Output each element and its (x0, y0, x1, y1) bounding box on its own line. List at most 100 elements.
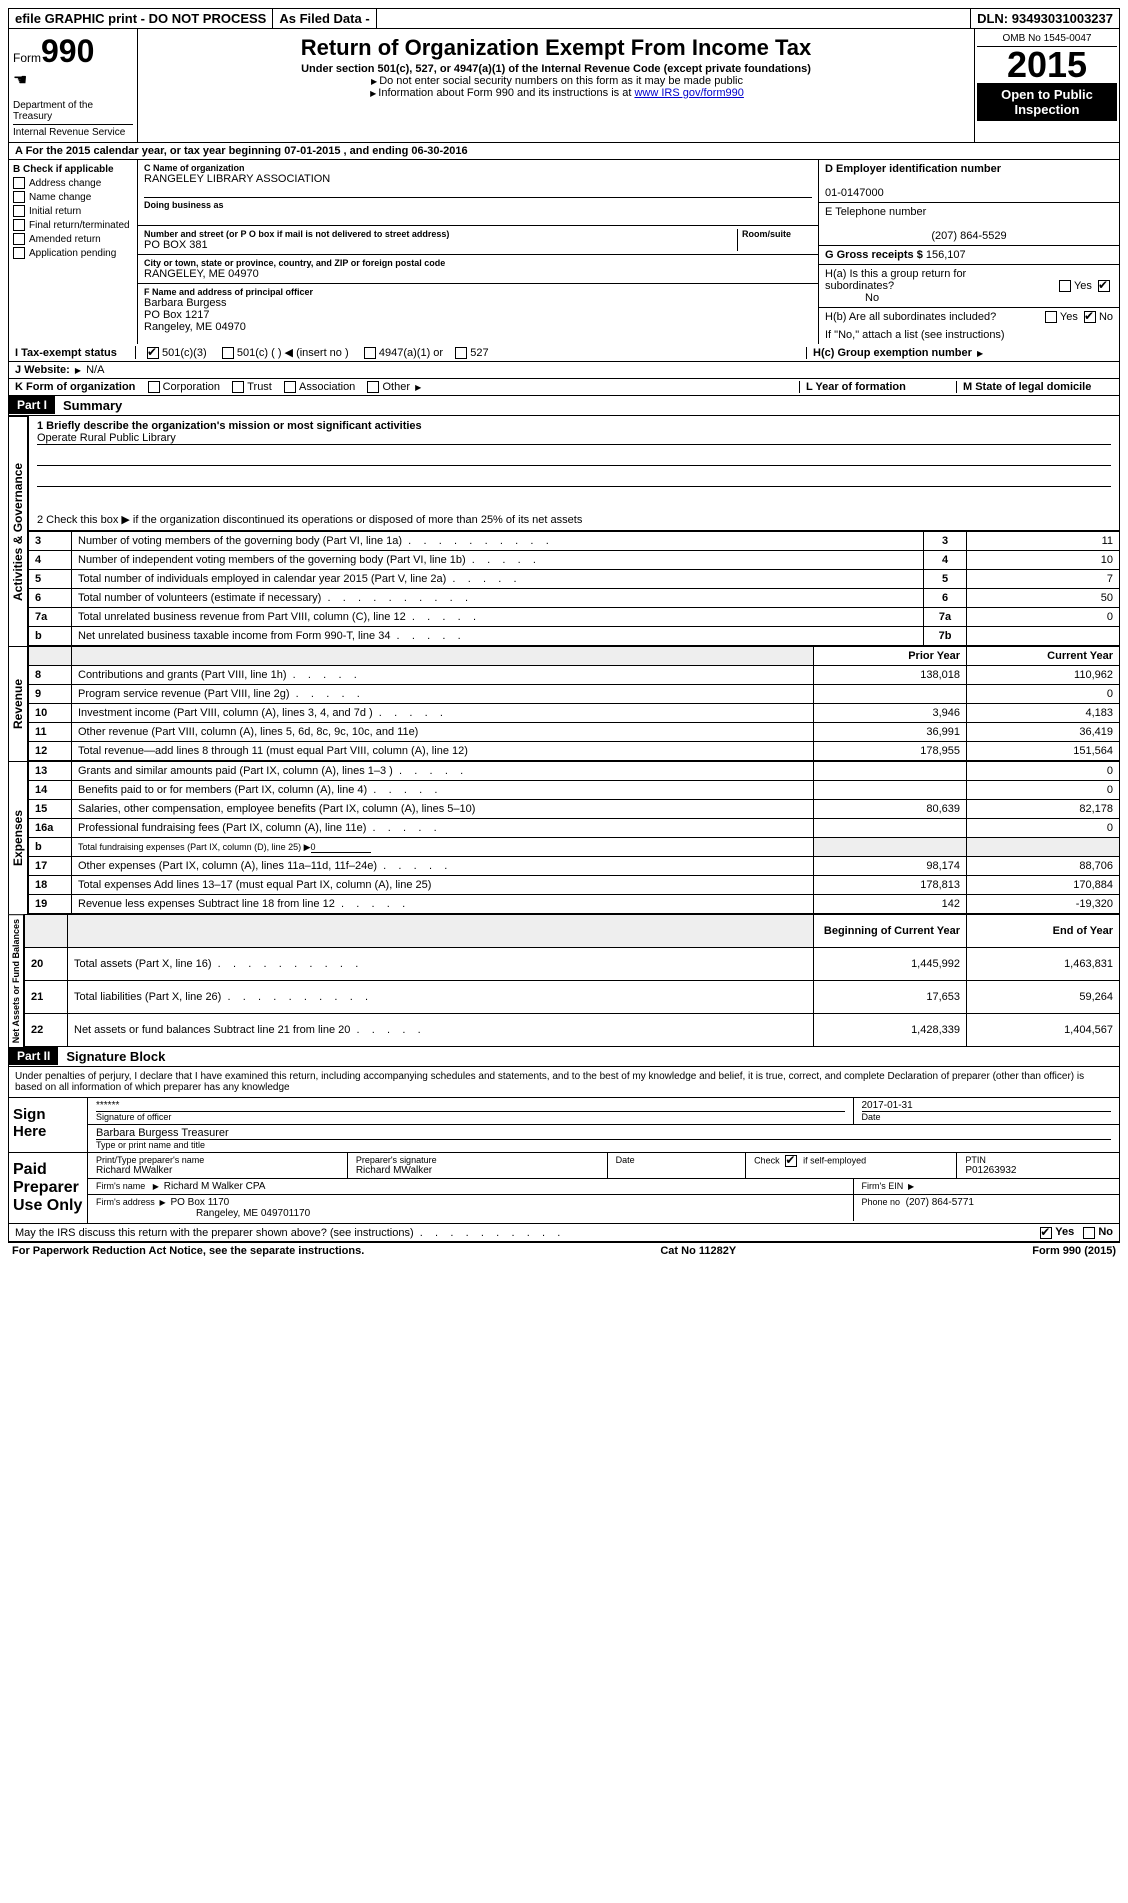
chk-527[interactable] (455, 347, 467, 359)
preparer-block: Paid Preparer Use Only Print/Type prepar… (8, 1153, 1120, 1224)
perjury-statement: Under penalties of perjury, I declare th… (8, 1067, 1120, 1098)
note-info: Information about Form 990 and its instr… (378, 87, 634, 99)
col-b-header: B Check if applicable (13, 164, 133, 175)
dept-label: Department of the Treasury (13, 100, 133, 122)
chk-name-change[interactable] (13, 191, 25, 203)
chk-initial-return[interactable] (13, 205, 25, 217)
firm-phone: (207) 864-5771 (906, 1197, 974, 1208)
row-a-tax-year: A For the 2015 calendar year, or tax yea… (8, 143, 1120, 160)
hb-no-box[interactable] (1084, 311, 1096, 323)
expenses-table: 13Grants and similar amounts paid (Part … (28, 761, 1120, 914)
city-label: City or town, state or province, country… (144, 258, 812, 268)
ha-no-box[interactable] (1098, 280, 1110, 292)
room-label: Room/suite (742, 229, 812, 239)
form-title: Return of Organization Exempt From Incom… (148, 35, 964, 61)
discuss-yes[interactable] (1040, 1227, 1052, 1239)
vlabel-revenue: Revenue (8, 646, 28, 761)
header-right: OMB No 1545-0047 2015 Open to PublicInsp… (974, 29, 1119, 142)
as-filed: As Filed Data - (273, 9, 376, 28)
officer-label: F Name and address of principal officer (144, 287, 812, 297)
chk-address-change[interactable] (13, 177, 25, 189)
preparer-sig: Richard MWalker (356, 1165, 599, 1176)
row-j-website: J Website: N/A (8, 362, 1120, 379)
entity-info: B Check if applicable Address change Nam… (8, 160, 1120, 344)
ha-label: H(a) Is this a group return for subordin… (825, 268, 966, 292)
tax-year: 2015 (977, 47, 1117, 83)
page-footer: For Paperwork Reduction Act Notice, see … (8, 1242, 1120, 1259)
sign-here-label: Sign Here (9, 1098, 88, 1152)
preparer-name: Richard MWalker (96, 1165, 339, 1176)
col-d-right: D Employer identification number 01-0147… (819, 160, 1119, 344)
hc-label: H(c) Group exemption number (813, 347, 972, 359)
footer-left: For Paperwork Reduction Act Notice, see … (12, 1245, 364, 1257)
col-c-org-info: C Name of organization RANGELEY LIBRARY … (138, 160, 819, 344)
vlabel-net-assets: Net Assets or Fund Balances (8, 914, 24, 1047)
chk-4947[interactable] (364, 347, 376, 359)
firm-addr2: Rangeley, ME 049701170 (196, 1208, 310, 1219)
footer-mid: Cat No 11282Y (660, 1245, 736, 1257)
may-irs-discuss: May the IRS discuss this return with the… (8, 1224, 1120, 1241)
footer-right: Form 990 (2015) (1032, 1245, 1116, 1257)
top-bar: efile GRAPHIC print - DO NOT PROCESS As … (8, 8, 1120, 29)
form-header: Form990 ☚ Department of the Treasury Int… (8, 29, 1120, 143)
chk-final-return[interactable] (13, 219, 25, 231)
chk-corp[interactable] (148, 381, 160, 393)
officer-name-title: Barbara Burgess Treasurer (96, 1127, 1111, 1140)
dln: DLN: 93493031003237 (971, 9, 1119, 28)
gross-value: 156,107 (926, 249, 966, 261)
chk-other[interactable] (367, 381, 379, 393)
state-domicile-label: M State of legal domicile (956, 381, 1113, 393)
officer-addr2: Rangeley, ME 04970 (144, 321, 812, 333)
chk-501c[interactable] (222, 347, 234, 359)
vlabel-activities: Activities & Governance (8, 416, 28, 646)
hb-note: If "No," attach a list (see instructions… (819, 326, 1119, 344)
chk-trust[interactable] (232, 381, 244, 393)
hb-label: H(b) Are all subordinates included? (825, 311, 996, 323)
part-i-title: Summary (55, 396, 130, 415)
hb-yes-box[interactable] (1045, 311, 1057, 323)
part-ii-header: Part II (9, 1047, 58, 1065)
row-k-form-org: K Form of organization Corporation Trust… (8, 379, 1120, 396)
chk-501c3[interactable] (147, 347, 159, 359)
firm-addr1: PO Box 1170 (170, 1197, 229, 1208)
part-i-header: Part I (9, 396, 55, 414)
open-inspection: Open to PublicInspection (977, 83, 1117, 121)
officer-sig-label: Signature of officer (96, 1112, 845, 1122)
mission-block: 1 Briefly describe the organization's mi… (28, 416, 1120, 531)
phone-label: E Telephone number (825, 206, 1113, 218)
irs-link[interactable]: www IRS gov/form990 (634, 87, 743, 99)
discuss-no[interactable] (1083, 1227, 1095, 1239)
officer-addr1: PO Box 1217 (144, 309, 812, 321)
chk-self-employed[interactable] (785, 1155, 797, 1167)
revenue-table: Prior YearCurrent Year 8Contributions an… (28, 646, 1120, 761)
officer-name-label: Type or print name and title (96, 1140, 1111, 1150)
sig-date-label: Date (862, 1112, 1112, 1122)
year-formation-label: L Year of formation (799, 381, 956, 393)
gross-label: G Gross receipts $ (825, 249, 923, 261)
note-ssn: Do not enter social security numbers on … (379, 75, 743, 87)
org-city: RANGELEY, ME 04970 (144, 268, 812, 280)
ha-answer: No (865, 292, 879, 304)
net-assets-table: Beginning of Current YearEnd of Year 20T… (24, 914, 1120, 1047)
chk-assoc[interactable] (284, 381, 296, 393)
irs-label: Internal Revenue Service (13, 124, 133, 138)
sig-date: 2017-01-31 (862, 1100, 1112, 1112)
chk-amended[interactable] (13, 233, 25, 245)
ptin-value: P01263932 (965, 1165, 1111, 1176)
org-name: RANGELEY LIBRARY ASSOCIATION (144, 173, 812, 185)
chk-app-pending[interactable] (13, 247, 25, 259)
part-ii-title: Signature Block (58, 1047, 173, 1066)
addr-label: Number and street (or P O box if mail is… (144, 229, 737, 239)
officer-sig: ****** (96, 1100, 845, 1112)
header-mid: Return of Organization Exempt From Incom… (138, 29, 974, 142)
org-address: PO BOX 381 (144, 239, 737, 251)
phone-value: (207) 864-5529 (825, 230, 1113, 242)
ha-yes-box[interactable] (1059, 280, 1071, 292)
line1-label: 1 Briefly describe the organization's mi… (37, 420, 1111, 432)
line2-label: 2 Check this box ▶ if the organization d… (37, 513, 1111, 526)
vlabel-expenses: Expenses (8, 761, 28, 914)
form-subtitle: Under section 501(c), 527, or 4947(a)(1)… (148, 63, 964, 75)
efile-notice: efile GRAPHIC print - DO NOT PROCESS (9, 9, 273, 28)
website-value: N/A (86, 364, 104, 376)
dba-label: Doing business as (144, 197, 812, 210)
